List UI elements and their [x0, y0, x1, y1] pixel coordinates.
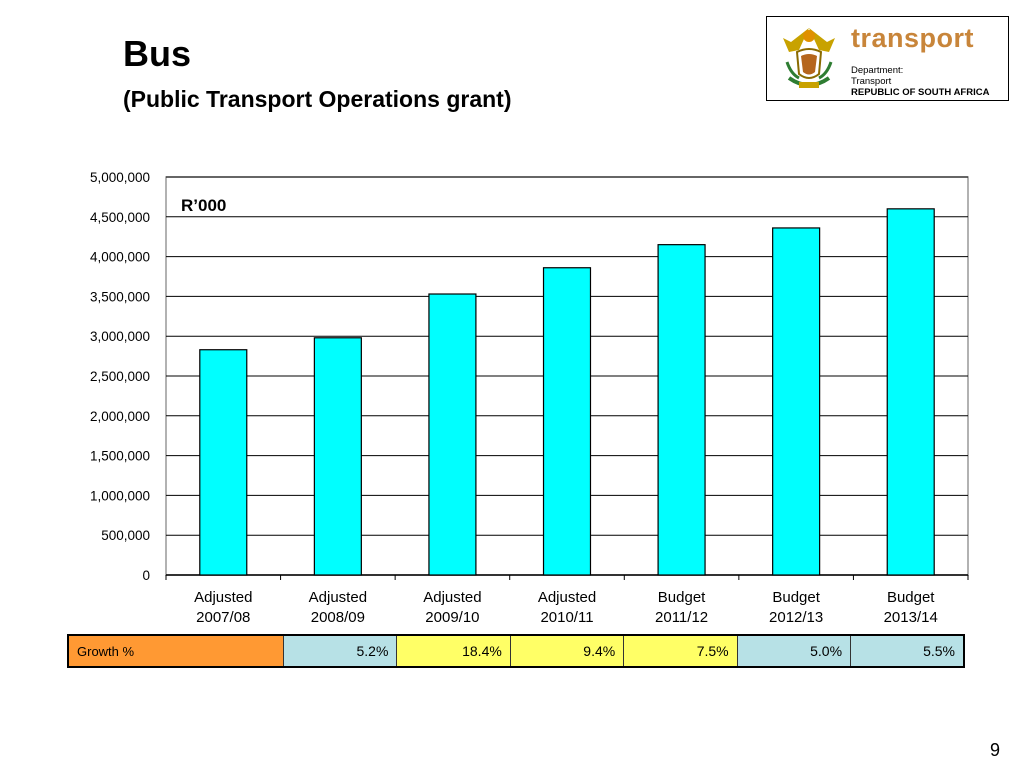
bar	[313, 337, 362, 576]
x-category-label: Adjusted	[423, 589, 481, 606]
x-category-label: Adjusted	[309, 589, 367, 606]
x-category-period: 2012/13	[769, 609, 823, 626]
x-category-period: 2011/12	[655, 609, 708, 626]
growth-label-cell: Growth %	[67, 634, 284, 668]
growth-table: Growth % 5.2% 18.4% 9.4% 7.5% 5.0% 5.5%	[67, 634, 965, 668]
bar	[199, 349, 248, 576]
x-category-period: 2008/09	[311, 609, 365, 626]
y-tick-label: 5,000,000	[90, 170, 150, 185]
logo-wordmark: transport	[851, 23, 975, 53]
coat-of-arms-icon	[783, 28, 835, 88]
slide-subtitle: (Public Transport Operations grant)	[123, 86, 512, 112]
bar-chart-svg: 0 500,000 1,000,000 1,500,000 2,000,000 2,500…	[90, 170, 969, 626]
slide-title: Bus	[123, 33, 192, 74]
page-number: 9	[989, 740, 1000, 760]
growth-cell-2009-10: 18.4%	[396, 634, 511, 668]
logo-line-transport: Transport	[851, 76, 892, 87]
x-category-label: Adjusted	[538, 589, 596, 606]
bar	[428, 293, 477, 576]
logo-line-department: Department:	[851, 65, 904, 76]
logo-department-text: Department: Transport REPUBLIC OF SOUTH …	[851, 65, 989, 98]
y-tick-label: 0	[142, 568, 150, 583]
x-category-period: 2007/08	[196, 609, 250, 626]
x-category-label: Budget	[658, 589, 706, 606]
bar	[542, 267, 592, 576]
growth-cell-2012-13: 5.0%	[736, 634, 852, 668]
bar	[772, 227, 821, 576]
growth-cell-2013-14: 5.5%	[850, 634, 965, 668]
y-tick-label: 500,000	[101, 528, 150, 543]
bar	[657, 244, 706, 576]
x-category-label: Adjusted	[194, 589, 252, 606]
logo-line-republic: REPUBLIC OF SOUTH AFRICA	[851, 87, 990, 98]
growth-cell-2010-11: 9.4%	[509, 634, 625, 668]
y-tick-label: 1,500,000	[90, 449, 150, 464]
bar-chart: 0 500,000 1,000,000 1,500,000 2,000,000 2,500…	[90, 170, 969, 626]
x-category-period: 2009/10	[425, 609, 479, 626]
bar	[886, 208, 935, 576]
y-tick-label: 2,000,000	[90, 409, 150, 424]
x-category-period: 2013/14	[884, 609, 938, 626]
growth-cell-2008-09: 5.2%	[282, 634, 398, 668]
y-tick-label: 4,000,000	[90, 250, 150, 265]
x-category-label: Budget	[887, 589, 935, 606]
unit-label: R’000	[181, 196, 226, 215]
transport-logo: transport Department: Transport REPUBLIC…	[766, 16, 1009, 101]
y-tick-label: 1,000,000	[90, 488, 150, 503]
growth-row: Growth % 5.2% 18.4% 9.4% 7.5% 5.0% 5.5%	[67, 634, 965, 668]
y-tick-label: 3,500,000	[90, 289, 150, 304]
x-category-period: 2010/11	[540, 609, 593, 626]
y-tick-label: 2,500,000	[90, 369, 150, 384]
y-tick-label: 4,500,000	[90, 210, 150, 225]
y-tick-label: 3,000,000	[90, 329, 150, 344]
growth-cell-2011-12: 7.5%	[623, 634, 738, 668]
x-category-label: Budget	[772, 589, 820, 606]
